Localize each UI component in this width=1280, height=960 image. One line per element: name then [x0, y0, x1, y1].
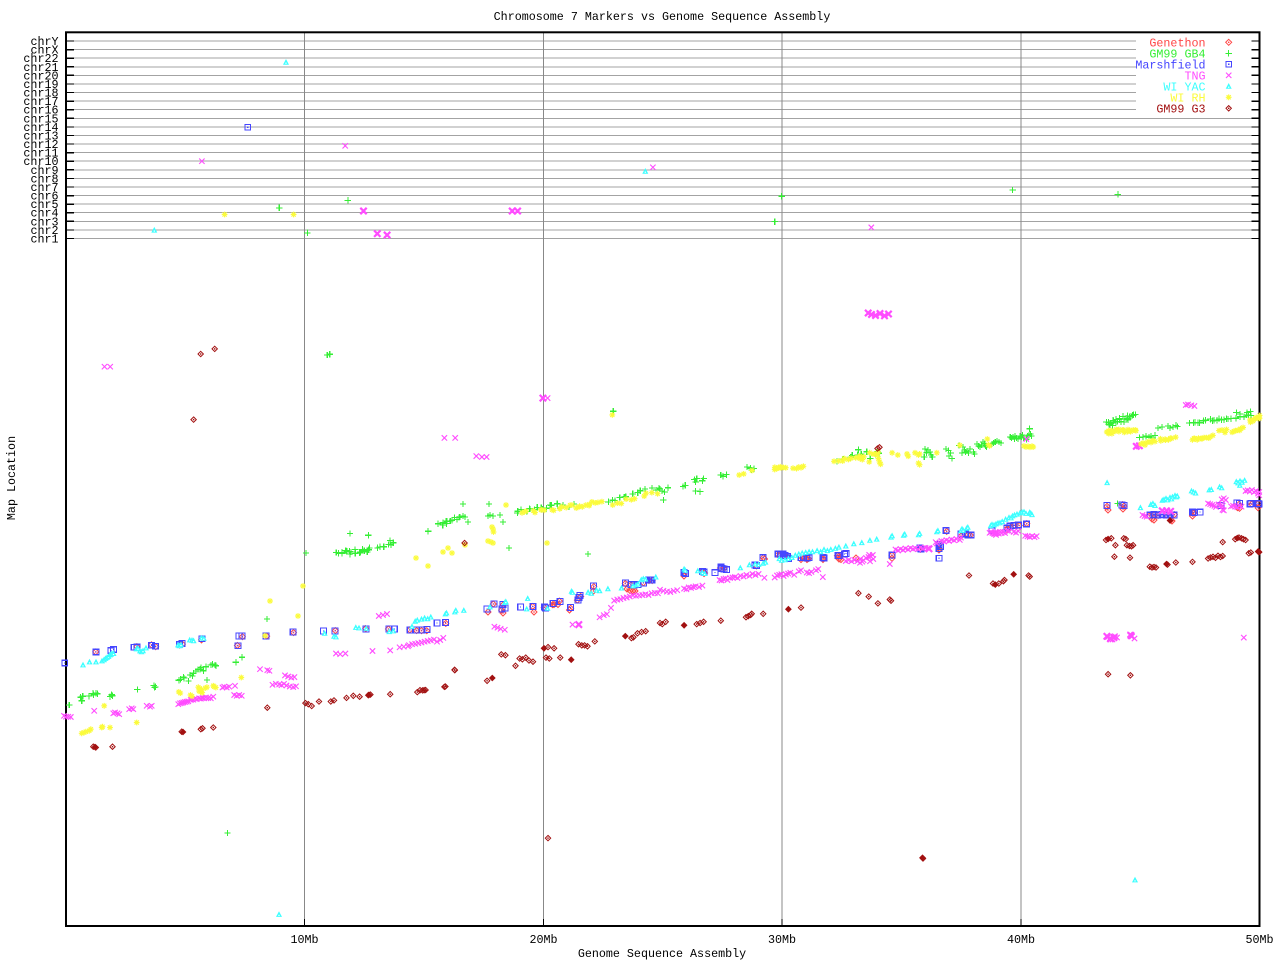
svg-text:TNG: TNG	[1184, 69, 1205, 83]
svg-text:chr9: chr9	[30, 164, 58, 178]
svg-text:chr17: chr17	[23, 95, 58, 109]
svg-text:chr15: chr15	[23, 112, 58, 126]
svg-text:chr20: chr20	[23, 69, 58, 83]
svg-text:chr21: chr21	[23, 61, 58, 75]
svg-text:Chromosome 7 Markers vs Genome: Chromosome 7 Markers vs Genome Sequence …	[494, 10, 831, 24]
svg-text:chr5: chr5	[30, 198, 58, 212]
svg-text:chr19: chr19	[23, 78, 58, 92]
svg-text:chr18: chr18	[23, 87, 58, 101]
svg-text:chr12: chr12	[23, 138, 58, 152]
svg-text:chr1: chr1	[30, 233, 58, 247]
svg-text:40Mb: 40Mb	[1007, 933, 1035, 947]
svg-text:chr10: chr10	[23, 155, 58, 169]
svg-text:chr8: chr8	[30, 172, 58, 186]
svg-text:30Mb: 30Mb	[768, 933, 796, 947]
svg-text:GM99 G3: GM99 G3	[1156, 102, 1205, 116]
svg-text:chr13: chr13	[23, 130, 58, 144]
svg-text:chr3: chr3	[30, 215, 58, 229]
svg-text:chr4: chr4	[30, 207, 58, 221]
svg-text:chr2: chr2	[30, 224, 58, 238]
svg-text:20Mb: 20Mb	[529, 933, 557, 947]
svg-text:Genome Sequence Assembly: Genome Sequence Assembly	[578, 947, 746, 960]
svg-text:chr7: chr7	[30, 181, 58, 195]
svg-text:WI RH: WI RH	[1170, 91, 1205, 105]
svg-text:Genethon: Genethon	[1149, 36, 1205, 50]
svg-text:chr11: chr11	[23, 147, 58, 161]
svg-text:chrX: chrX	[30, 44, 58, 58]
svg-text:Map Location: Map Location	[5, 436, 19, 520]
svg-text:chr16: chr16	[23, 104, 58, 118]
svg-text:50Mb: 50Mb	[1245, 933, 1273, 947]
svg-text:chrY: chrY	[30, 35, 58, 49]
svg-text:GM99 GB4: GM99 GB4	[1149, 47, 1205, 61]
svg-text:Marshfield: Marshfield	[1135, 58, 1205, 72]
svg-text:chr22: chr22	[23, 52, 58, 66]
svg-text:WI YAC: WI YAC	[1163, 80, 1205, 94]
svg-text:chr14: chr14	[23, 121, 58, 135]
svg-text:chr6: chr6	[30, 190, 58, 204]
svg-text:10Mb: 10Mb	[290, 933, 318, 947]
